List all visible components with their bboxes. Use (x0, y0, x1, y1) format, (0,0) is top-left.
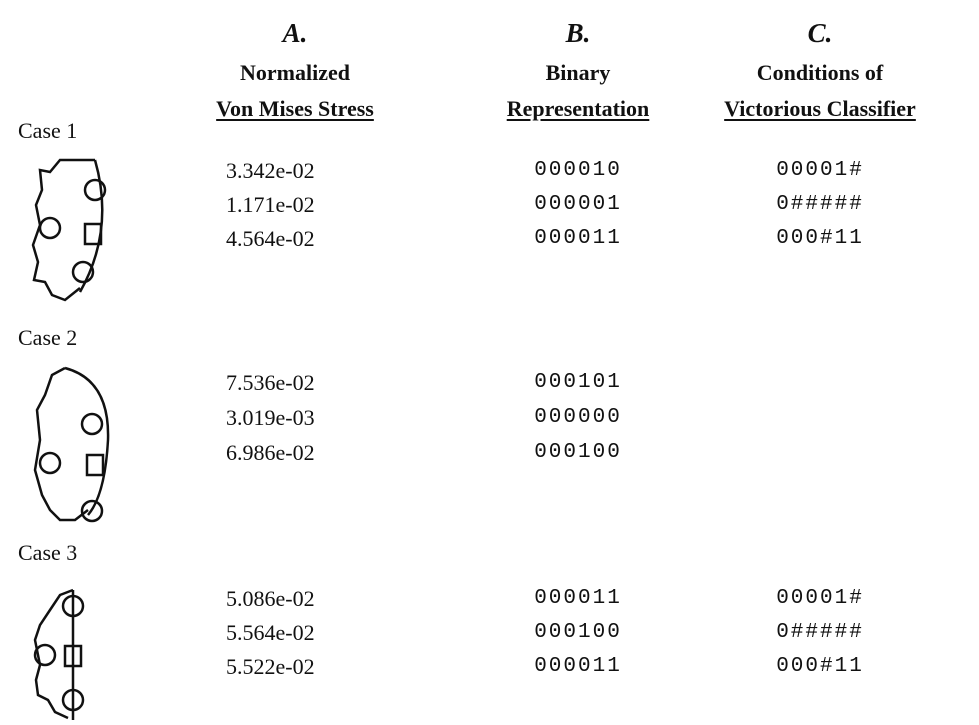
case-label: Case 2 (18, 325, 77, 351)
stress-value: 5.564e-02 (226, 620, 315, 646)
binary-code: 000010 (534, 158, 622, 184)
classifier-condition: 00001# (776, 158, 864, 184)
column-title: Von Mises Stress (216, 96, 374, 122)
classifier-condition: 0##### (776, 620, 864, 646)
column-title: Binary (546, 60, 611, 86)
stress-value: 1.171e-02 (226, 192, 315, 218)
binary-code: 000100 (534, 620, 622, 646)
page: A. Normalized Von Mises Stress B. Binary Repr… (0, 0, 979, 725)
classifier-condition: 000#11 (776, 654, 864, 680)
binary-code: 000001 (534, 192, 622, 218)
binary-code: 000011 (534, 654, 622, 680)
stress-value: 5.522e-02 (226, 654, 315, 680)
case-1-sketch (33, 160, 105, 300)
binary-code: 000000 (534, 405, 622, 431)
stress-value: 7.536e-02 (226, 370, 315, 396)
stress-value: 3.342e-02 (226, 158, 315, 184)
classifier-condition: 000#11 (776, 226, 864, 252)
column-letter: C. (808, 20, 833, 46)
binary-code: 000101 (534, 370, 622, 396)
binary-code: 000011 (534, 226, 622, 252)
stress-value: 4.564e-02 (226, 226, 315, 252)
column-title: Normalized (240, 60, 350, 86)
column-letter: B. (566, 20, 591, 46)
case-2-sketch (35, 368, 108, 521)
classifier-condition: 0##### (776, 192, 864, 218)
stress-value: 5.086e-02 (226, 586, 315, 612)
column-title: Victorious Classifier (724, 96, 916, 122)
column-title: Representation (507, 96, 650, 122)
binary-code: 000011 (534, 586, 622, 612)
case-3-sketch (35, 590, 83, 720)
classifier-condition: 00001# (776, 586, 864, 612)
column-title: Conditions of (757, 60, 884, 86)
column-letter: A. (283, 20, 308, 46)
binary-code: 000100 (534, 440, 622, 466)
case-label: Case 1 (18, 118, 77, 144)
stress-value: 3.019e-03 (226, 405, 315, 431)
case-label: Case 3 (18, 540, 77, 566)
stress-value: 6.986e-02 (226, 440, 315, 466)
